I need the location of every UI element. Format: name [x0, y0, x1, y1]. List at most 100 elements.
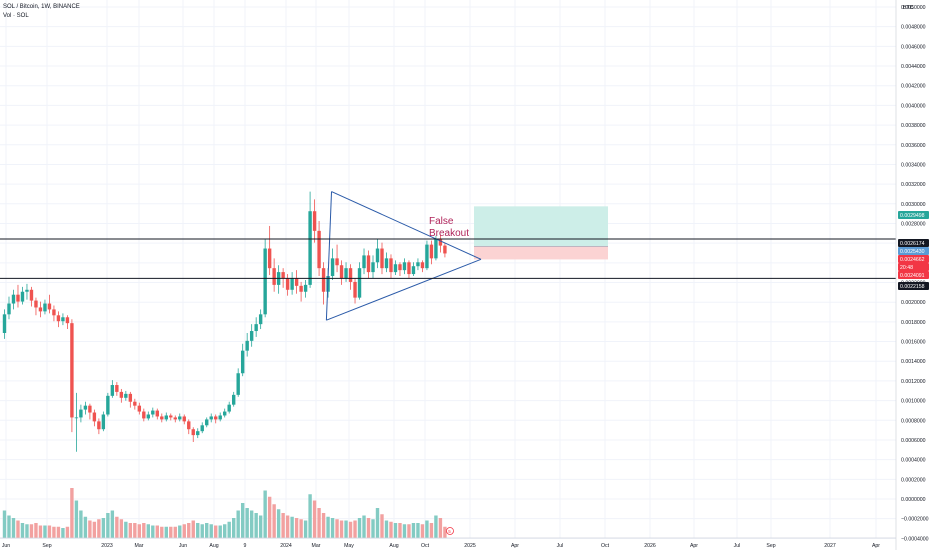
price-axis-currency: BTC	[903, 5, 914, 11]
volume-bar	[375, 508, 380, 538]
long-position-tool[interactable]	[474, 206, 608, 260]
volume-bar	[20, 523, 25, 538]
candle-body	[128, 393, 133, 402]
price-tick-label: 0.0008000	[901, 418, 926, 424]
time-tick-label: Aug	[389, 543, 398, 549]
volume-bar	[56, 526, 61, 538]
volume-bar	[173, 526, 177, 538]
volume-bar	[133, 523, 137, 538]
candle-body	[38, 307, 43, 312]
price-label-box	[898, 271, 929, 279]
volume-bar	[231, 518, 236, 538]
candle-body	[303, 284, 308, 292]
volume-bar	[249, 510, 254, 538]
candle-body	[425, 244, 429, 269]
candle-body	[20, 291, 25, 302]
volume-bar	[402, 524, 407, 538]
candle-body	[407, 262, 411, 275]
candle-body	[83, 405, 88, 410]
volume-bar	[344, 520, 348, 538]
annotation-breakout[interactable]: Breakout	[429, 228, 469, 239]
candle-body	[119, 391, 124, 398]
drawings[interactable]	[325, 191, 482, 321]
candle-body	[371, 262, 375, 273]
profit-zone	[474, 206, 608, 247]
volume-bar	[339, 520, 344, 538]
price-tick-label: 0.0038000	[901, 123, 926, 129]
volume-bar	[52, 526, 56, 538]
replay-icon[interactable]: 5	[446, 527, 454, 535]
volume-bar	[272, 504, 276, 538]
candle-body	[79, 409, 83, 418]
time-axis[interactable]: Jun Sep 2023 Mar Jun Aug 9 2024 Mar May Aug Oct 2025…	[0, 537, 896, 549]
price-label-text: 0.0025430	[900, 249, 925, 255]
candle-body	[61, 317, 65, 322]
volume-bar	[285, 515, 290, 538]
candle-body	[182, 416, 186, 422]
volume-bar	[389, 521, 393, 538]
candle-body	[25, 289, 29, 292]
price-label-box	[898, 282, 929, 290]
time-tick-label: Mar	[135, 543, 144, 549]
volume-bar	[70, 488, 74, 538]
price-tick-label: 0.0020000	[901, 300, 926, 306]
candle-body	[29, 289, 34, 301]
candle-body	[380, 248, 384, 269]
candle-body	[227, 404, 231, 412]
volume-bar	[169, 526, 173, 538]
price-tick-label: 0.0036000	[901, 143, 926, 149]
candle-body	[124, 393, 128, 398]
time-tick-label: 2024	[280, 543, 292, 549]
volume-bar	[290, 516, 294, 538]
annotation-false[interactable]: False	[429, 216, 454, 227]
price-label-text: 0.0022158	[900, 284, 925, 290]
candle-body	[7, 303, 11, 315]
candle-body	[438, 238, 443, 246]
candle-body	[389, 258, 393, 273]
candle-body	[223, 411, 227, 416]
candle-body	[263, 248, 267, 315]
volume-bar	[223, 524, 227, 538]
volume-bar	[88, 520, 92, 538]
volume-bar	[16, 520, 20, 538]
volume-bar	[196, 523, 200, 538]
price-label-box	[898, 255, 929, 263]
candle-body	[52, 309, 56, 316]
volume-indicator-title[interactable]: Vol · SOL	[3, 13, 29, 19]
volume-bar	[384, 520, 389, 538]
candle-body	[169, 415, 173, 418]
candle-body	[335, 258, 339, 266]
price-tick-label: −0.0002000	[901, 517, 929, 523]
price-tick-label: 0.0016000	[901, 340, 926, 346]
volume-bar	[97, 519, 101, 538]
volume-bar	[106, 513, 110, 538]
volume-bar	[7, 515, 11, 538]
volume-bar	[2, 510, 7, 538]
volume-bar	[29, 524, 34, 538]
volume-bar	[155, 525, 159, 538]
candle-body	[101, 414, 106, 430]
volume-bar	[115, 516, 119, 538]
horizontal-lines[interactable]	[0, 238, 896, 279]
price-label-box	[898, 263, 929, 271]
price-label-box	[898, 211, 929, 219]
volume-bar	[393, 523, 398, 538]
candle-body	[398, 264, 402, 271]
svg-text:5: 5	[448, 529, 451, 534]
time-tick-label: Oct	[421, 543, 430, 549]
time-tick-label: May	[344, 543, 354, 549]
volume-bar	[205, 523, 209, 538]
candle-body	[65, 317, 70, 324]
volume-bar	[335, 519, 339, 538]
candle-body	[74, 417, 79, 419]
volume-bar	[407, 524, 411, 538]
candle-body	[434, 238, 438, 259]
price-tick-label: 0.0004000	[901, 458, 926, 464]
price-tick-label: 0.0042000	[901, 84, 926, 90]
volume-bar	[420, 524, 425, 538]
symbol-title[interactable]: SOL / Bitcoin, 1W, BINANCE	[3, 4, 80, 10]
candle-body	[164, 415, 168, 420]
candle-body	[344, 268, 348, 278]
